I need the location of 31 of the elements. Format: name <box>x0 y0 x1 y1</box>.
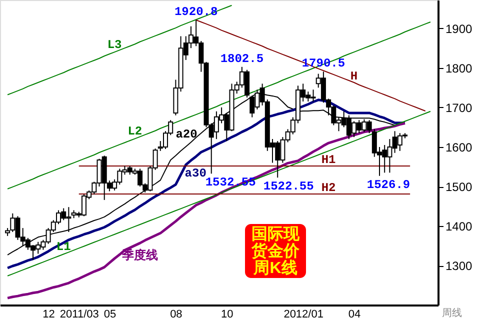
series-label: L2 <box>128 124 142 139</box>
x-tick-label: 10 <box>221 308 234 320</box>
y-tick-label: 1800 <box>446 61 473 76</box>
y-tick-label: 1600 <box>446 140 473 154</box>
y-tick-label: 1500 <box>446 180 473 194</box>
y-tick-label: 1300 <box>446 259 473 274</box>
series-label: a30 <box>184 166 206 181</box>
x-tick-label: 04 <box>348 308 361 320</box>
series-label: L1 <box>56 240 71 254</box>
line-series <box>196 20 426 112</box>
y-tick-label: 1900 <box>446 22 473 36</box>
line-series <box>7 110 431 276</box>
annotation: 1522.55 <box>263 180 314 194</box>
x-tick-label: 2012/01 <box>284 308 324 320</box>
x-tick-label: 05 <box>104 308 116 320</box>
annotation: 1526.9 <box>366 178 410 192</box>
x-tick-label: 12 <box>42 308 55 320</box>
y-tick-label: 1400 <box>446 220 473 234</box>
annotation: 1920.8 <box>174 5 218 20</box>
text: 国际现货金价周K线 <box>250 226 300 277</box>
y-tick-label: 1700 <box>446 100 473 115</box>
series-label: H1 <box>321 152 336 167</box>
series-label: a20 <box>176 128 198 142</box>
series-label: H <box>350 70 358 84</box>
x-tick-label: 08 <box>170 308 182 320</box>
annotation: 1802.5 <box>220 52 264 66</box>
x-tick-label: 2011/03 <box>60 308 99 320</box>
series-label: L3 <box>107 38 122 52</box>
series-label: H2 <box>321 181 336 196</box>
x-axis-title: 周线 <box>442 307 462 319</box>
line-series <box>7 21 431 190</box>
